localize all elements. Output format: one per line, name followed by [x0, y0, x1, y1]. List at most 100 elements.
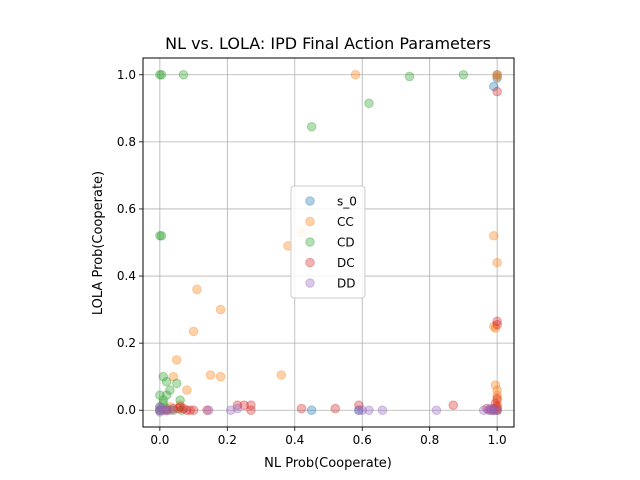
data-point [165, 402, 175, 412]
data-point [171, 355, 182, 365]
data-point [205, 370, 216, 380]
data-point [168, 403, 179, 414]
data-point [490, 398, 501, 409]
data-point [492, 403, 502, 414]
legend-box [290, 185, 366, 299]
data-point [330, 403, 341, 414]
data-point [161, 376, 172, 387]
data-point [492, 405, 502, 416]
data-point [492, 69, 502, 80]
data-point [203, 405, 214, 416]
data-point [492, 71, 502, 82]
data-point [492, 316, 502, 327]
data-point [155, 405, 165, 416]
series-s-0 [155, 69, 502, 416]
y-tick-label: 1.0 [117, 68, 136, 82]
legend-marker [305, 257, 315, 268]
x-tick-label: 1.0 [488, 433, 507, 447]
data-point [215, 304, 226, 315]
data-point [156, 403, 167, 414]
series-dc [161, 86, 502, 416]
data-point [246, 405, 256, 416]
legend-marker [305, 216, 315, 227]
legend-label: CD [337, 236, 355, 250]
data-point [168, 371, 179, 382]
data-point [492, 73, 502, 83]
data-point [155, 402, 165, 412]
data-point [175, 400, 185, 410]
data-point [488, 230, 499, 241]
data-point [182, 405, 192, 416]
data-point [488, 81, 499, 92]
x-tick-label: 0.4 [285, 433, 304, 447]
chart-title: NL vs. LOLA: IPD Final Action Parameters [165, 34, 491, 53]
data-point [354, 400, 364, 410]
data-point [156, 69, 167, 80]
data-point [490, 323, 501, 333]
data-point [176, 405, 187, 416]
data-point [161, 405, 172, 416]
data-point [488, 405, 499, 416]
data-point [492, 319, 502, 330]
data-point [306, 121, 317, 132]
data-point [232, 400, 243, 410]
data-point [492, 402, 502, 412]
x-tick-label: 0.0 [150, 433, 169, 447]
data-point [155, 407, 165, 417]
data-point [448, 400, 459, 410]
data-point [158, 398, 169, 409]
data-point [296, 403, 307, 414]
data-point [492, 405, 502, 416]
data-point [161, 405, 172, 416]
data-point [483, 405, 494, 416]
data-point [492, 405, 502, 416]
axis-ticks: 0.0 0.2 0.4 0.6 0.8 1.0 0.0 0.2 0.4 0.6 0.8 1.0 [117, 68, 507, 447]
data-point [246, 400, 256, 410]
data-point [492, 86, 502, 97]
plot-frame [142, 57, 515, 428]
x-tick-label: 0.2 [218, 433, 237, 447]
legend-label: DC [337, 256, 355, 270]
data-point [173, 403, 184, 414]
data-point [306, 405, 317, 416]
data-point [364, 405, 374, 416]
legend-marker [305, 237, 315, 247]
x-tick-label: 0.6 [353, 433, 372, 447]
data-point [175, 395, 185, 405]
data-point [155, 405, 165, 416]
data-point [192, 284, 202, 295]
data-point [155, 405, 165, 416]
legend-marker [305, 278, 315, 288]
data-point [458, 69, 469, 80]
legend-label: DD [337, 277, 355, 291]
legend-marker [305, 196, 315, 206]
data-point [161, 403, 172, 414]
data-point [357, 405, 368, 416]
data-point [161, 405, 172, 416]
data-point [350, 69, 361, 80]
data-point [488, 405, 499, 416]
data-point [492, 390, 502, 400]
data-point [202, 405, 212, 416]
legend-label: CC [337, 215, 354, 229]
y-tick-label: 0.8 [117, 135, 136, 149]
y-tick-label: 0.2 [117, 336, 136, 350]
data-point [155, 69, 165, 80]
y-tick-label: 0.6 [117, 202, 136, 216]
data-point [225, 405, 236, 416]
data-point [490, 380, 501, 390]
data-point [492, 69, 502, 80]
data-point [165, 385, 175, 395]
data-point [239, 400, 249, 410]
data-point [276, 370, 287, 380]
data-points [155, 69, 502, 417]
data-point [156, 230, 167, 241]
data-point [492, 257, 502, 268]
data-point [182, 385, 192, 395]
data-point [215, 371, 226, 382]
data-point [377, 405, 388, 416]
legend: s_0 CC CD DC DD [290, 185, 366, 299]
x-tick-label: 0.8 [420, 433, 439, 447]
data-point [482, 403, 492, 414]
